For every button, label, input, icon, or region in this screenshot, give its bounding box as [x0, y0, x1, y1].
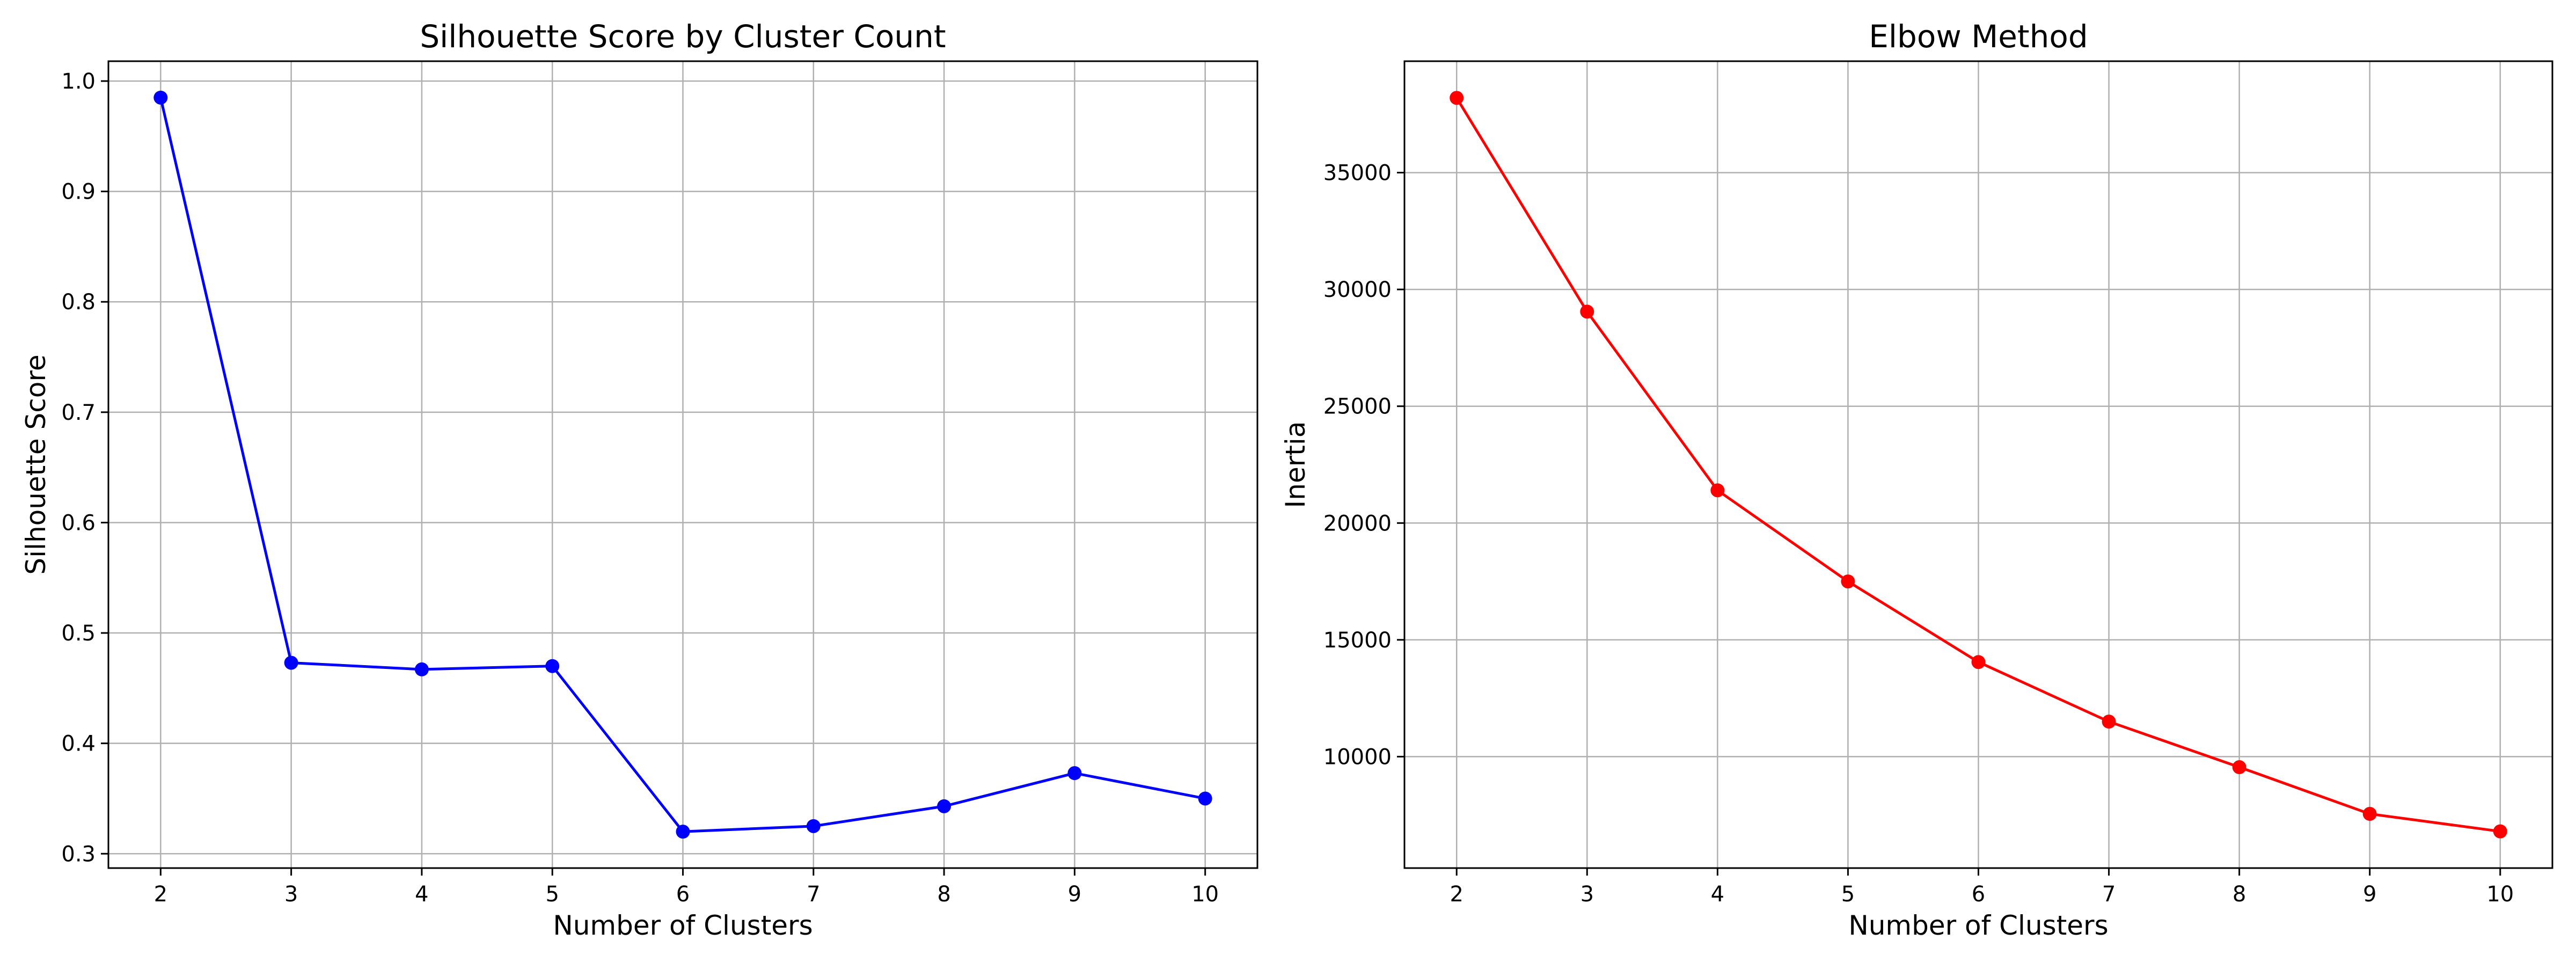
x-tick-label: 9 — [2363, 882, 2376, 907]
x-tick-label: 8 — [2233, 882, 2246, 907]
x-tick-label: 8 — [937, 882, 950, 907]
x-tick-label: 3 — [284, 882, 298, 907]
y-tick-label: 15000 — [1323, 628, 1392, 653]
x-tick-label: 5 — [1841, 882, 1855, 907]
silhouette-panel: 2 3 4 5 6 7 8 9 10 0.3 0.4 0.5 0.6 0.7 0.8 0.9 1.0 Silh… — [20, 18, 1258, 941]
y-tick-label: 35000 — [1323, 161, 1392, 186]
data-point — [153, 90, 168, 105]
chart-title: Elbow Method — [1869, 18, 2088, 55]
data-point — [2102, 715, 2116, 729]
y-tick-label: 0.7 — [61, 400, 96, 425]
x-tick-label: 10 — [1191, 882, 1219, 907]
data-point — [545, 659, 560, 673]
data-point — [1580, 304, 1594, 319]
series-group — [153, 90, 1212, 839]
y-tick-label: 0.3 — [61, 842, 96, 866]
data-point — [806, 819, 821, 833]
x-tick-label: 5 — [545, 882, 559, 907]
data-point — [1841, 574, 1855, 589]
y-tick-label: 0.6 — [61, 511, 96, 535]
y-ticks: 10000 15000 20000 25000 30000 35000 — [1323, 161, 1404, 769]
y-tick-label: 0.9 — [61, 180, 96, 205]
y-tick-label: 0.5 — [61, 621, 96, 646]
y-ticks: 0.3 0.4 0.5 0.6 0.7 0.8 0.9 1.0 — [61, 69, 108, 866]
x-tick-label: 4 — [415, 882, 428, 907]
series-group — [1450, 91, 2507, 839]
x-ticks: 2 3 4 5 6 7 8 9 10 — [1450, 868, 2514, 907]
data-point — [284, 655, 298, 670]
data-point — [1198, 791, 1212, 806]
data-point — [1450, 91, 1464, 105]
x-tick-label: 10 — [2486, 882, 2514, 907]
data-point — [1971, 655, 1986, 669]
data-point — [937, 799, 952, 813]
x-tick-label: 2 — [154, 882, 167, 907]
y-tick-label: 20000 — [1323, 511, 1392, 536]
y-tick-label: 25000 — [1323, 395, 1392, 419]
y-tick-label: 30000 — [1323, 278, 1392, 302]
x-axis-label: Number of Clusters — [553, 910, 813, 941]
data-point — [676, 825, 690, 839]
data-point — [2362, 807, 2377, 821]
x-tick-label: 6 — [676, 882, 690, 907]
elbow-panel: 2 3 4 5 6 7 8 9 10 10000 15000 20000 25000 30000 3500… — [1280, 18, 2553, 941]
y-tick-label: 1.0 — [61, 69, 96, 94]
data-point — [414, 662, 429, 676]
x-tick-label: 9 — [1068, 882, 1081, 907]
data-point — [2232, 760, 2246, 775]
x-tick-label: 6 — [1972, 882, 1985, 907]
chart-title: Silhouette Score by Cluster Count — [420, 18, 946, 55]
x-tick-label: 4 — [1711, 882, 1724, 907]
data-point — [2493, 824, 2507, 839]
x-axis-label: Number of Clusters — [1848, 910, 2108, 941]
y-tick-label: 0.4 — [61, 732, 96, 756]
y-axis-label: Silhouette Score — [20, 354, 52, 574]
y-tick-label: 0.8 — [61, 290, 96, 315]
data-point — [1067, 766, 1082, 781]
x-tick-label: 3 — [1580, 882, 1594, 907]
y-axis-label: Inertia — [1280, 421, 1311, 508]
data-point — [1710, 483, 1725, 498]
x-tick-label: 2 — [1450, 882, 1463, 907]
y-tick-label: 10000 — [1323, 745, 1392, 769]
x-ticks: 2 3 4 5 6 7 8 9 10 — [154, 868, 1219, 907]
x-tick-label: 7 — [2102, 882, 2116, 907]
grid-lines — [1404, 61, 2552, 868]
grid-lines — [108, 61, 1257, 868]
x-tick-label: 7 — [807, 882, 820, 907]
